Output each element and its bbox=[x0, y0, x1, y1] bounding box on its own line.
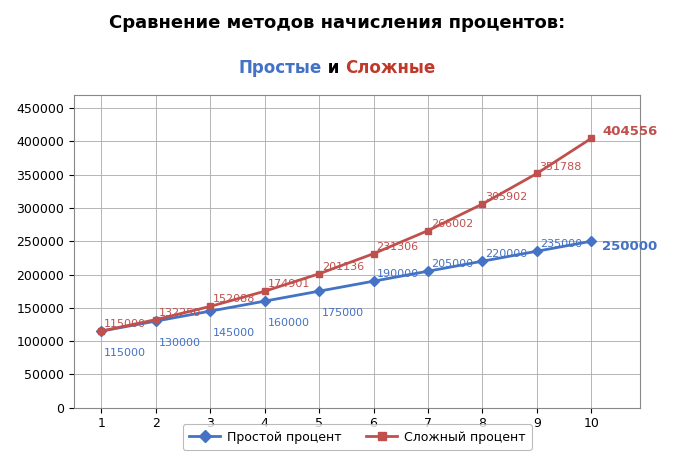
Text: 404556: 404556 bbox=[603, 125, 658, 138]
Legend: Простой процент, Сложный процент: Простой процент, Сложный процент bbox=[183, 424, 532, 450]
Text: Простые: Простые bbox=[239, 59, 322, 77]
Text: 145000: 145000 bbox=[213, 328, 255, 338]
Text: 175000: 175000 bbox=[322, 309, 364, 319]
Text: 152088: 152088 bbox=[213, 294, 255, 304]
Text: 266002: 266002 bbox=[431, 219, 473, 228]
Text: 174901: 174901 bbox=[268, 279, 310, 289]
Text: Сравнение методов начисления процентов:: Сравнение методов начисления процентов: bbox=[109, 14, 565, 32]
Text: 235000: 235000 bbox=[540, 239, 582, 249]
Text: 231306: 231306 bbox=[376, 242, 419, 252]
Text: 220000: 220000 bbox=[485, 249, 528, 259]
Text: 205000: 205000 bbox=[431, 259, 473, 269]
Text: Сложные: Сложные bbox=[345, 59, 435, 77]
Text: 190000: 190000 bbox=[376, 269, 419, 279]
Text: 305902: 305902 bbox=[485, 192, 528, 202]
Text: 351788: 351788 bbox=[540, 162, 582, 172]
Text: 115000: 115000 bbox=[104, 348, 146, 358]
Text: 115000: 115000 bbox=[104, 319, 146, 329]
Text: 250000: 250000 bbox=[603, 240, 658, 253]
Text: 201136: 201136 bbox=[322, 262, 364, 272]
Text: 160000: 160000 bbox=[268, 319, 309, 328]
Text: и: и bbox=[322, 59, 345, 77]
Text: 130000: 130000 bbox=[158, 338, 201, 348]
Text: 132250: 132250 bbox=[158, 308, 201, 318]
